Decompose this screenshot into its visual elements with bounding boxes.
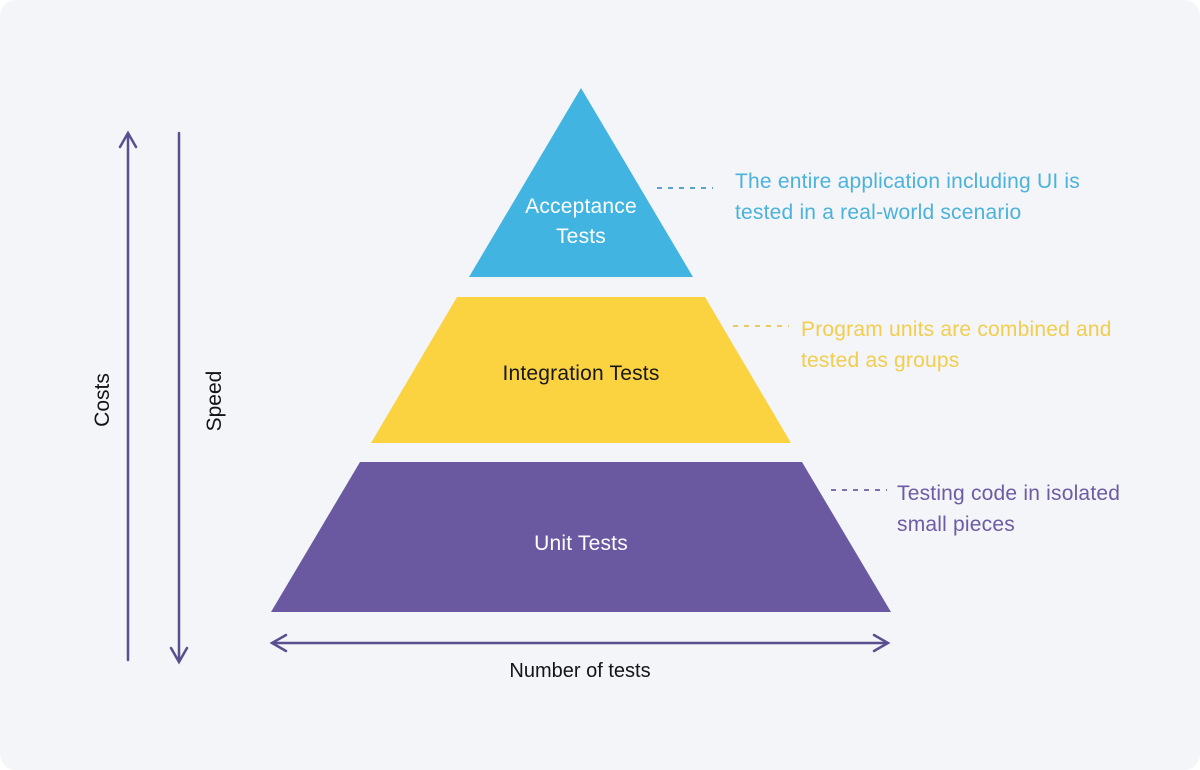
unit-tests-label: Unit Tests (534, 532, 628, 555)
acceptance-tests-triangle (469, 88, 693, 277)
integration-tests-label: Integration Tests (502, 362, 660, 385)
integration-tests-annotation: Program units are combined and tested as… (801, 318, 1112, 372)
costs-arrow-up (118, 130, 138, 662)
unit-tests-annotation: Testing code in isolated small pieces (897, 482, 1121, 536)
acceptance-tests-annotation: The entire application including UI is t… (735, 170, 1080, 224)
costs-axis-label: Costs (91, 373, 114, 427)
number-of-tests-arrow (269, 633, 891, 653)
acceptance-tests-label: Acceptance Tests (525, 195, 637, 248)
number-of-tests-axis-label: Number of tests (509, 660, 651, 682)
integration-tests-trapezoid (371, 297, 791, 443)
speed-arrow-down (169, 131, 189, 665)
unit-tests-trapezoid (271, 462, 891, 612)
speed-axis-label: Speed (203, 370, 226, 432)
